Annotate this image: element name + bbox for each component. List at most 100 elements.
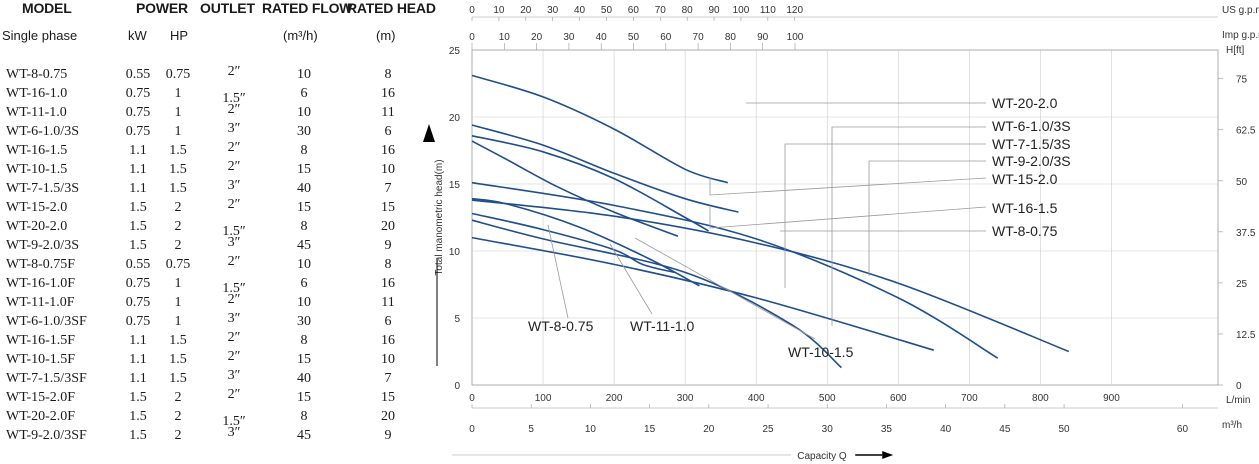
power-kw-cell: 0.75 — [125, 86, 151, 101]
x-tick-lmin: 700 — [961, 393, 978, 404]
x-unit-lmin: L/min — [1226, 395, 1250, 406]
x-tick-lmin: 800 — [1032, 393, 1049, 404]
m3h-tick: 15 — [644, 424, 656, 435]
model-cell: WT-11-1.0F — [6, 295, 75, 310]
curve-label-wt-16-1-5: WT-16-1.5 — [992, 200, 1058, 216]
y-tick: 5 — [454, 314, 460, 325]
rated-flow-cell: 8 — [300, 143, 308, 158]
leader-line — [784, 143, 986, 288]
power-kw-cell: 0.75 — [125, 124, 151, 139]
ft-tick: 62.5 — [1236, 126, 1256, 137]
curve-wt-9-2-0-3s — [471, 236, 935, 351]
outlet-cell: 1.5″ — [222, 224, 246, 239]
x-tick-lmin: 400 — [748, 393, 765, 404]
model-cell: WT-16-1.5F — [6, 333, 76, 348]
rated-flow-cell: 45 — [297, 428, 311, 443]
rated-flow-cell: 8 — [300, 333, 308, 348]
rated-head-cell: 16 — [381, 86, 395, 101]
rated-head-cell: 7 — [384, 181, 392, 196]
curve-label-wt-10-1-5: WT-10-1.5 — [788, 344, 854, 360]
model-cell: WT-15-2.0 — [6, 200, 68, 215]
power-hp-cell: 1.5 — [169, 333, 187, 348]
imp-gpm-tick: 100 — [787, 32, 804, 43]
model-cell: WT-16-1.5 — [6, 143, 68, 158]
outlet-cell: 2″ — [227, 292, 241, 307]
imp-gpm-tick: 60 — [660, 32, 672, 43]
head-unit: (m) — [376, 28, 396, 43]
rated-flow-cell: 15 — [297, 162, 311, 177]
power-hp-cell: 2 — [174, 238, 182, 253]
capacity-arrow-head — [882, 451, 894, 459]
outlet-cell: 2″ — [227, 330, 241, 345]
us-gpm-tick: 120 — [786, 5, 803, 16]
power-hp-cell: 1 — [174, 124, 182, 139]
power-kw-cell: 1.1 — [129, 333, 147, 348]
rated-flow-cell: 10 — [297, 295, 311, 310]
model-cell: WT-20-2.0F — [6, 409, 76, 424]
pump-performance-chart: 0 100 200 300 400 500 600 700 800 900 L/min0510152… — [423, 5, 1259, 462]
model-cell: WT-11-1.0 — [6, 105, 67, 120]
rated-flow-cell: 30 — [297, 314, 311, 329]
imp-gpm-tick: 30 — [563, 32, 575, 43]
outlet-cell: 2″ — [227, 140, 241, 155]
outlet-cell: 2″ — [227, 254, 241, 269]
leader-line — [634, 237, 816, 340]
curve-wt-20-2-0 — [471, 74, 729, 184]
outlet-cell: 2″ — [227, 102, 241, 117]
power-hp-cell: 1.5 — [169, 371, 187, 386]
curve-wt-7-1-5-3s — [471, 199, 1070, 353]
m3h-tick: 50 — [1059, 424, 1071, 435]
us-gpm-unit: US g.p.m. — [1222, 5, 1259, 16]
model-cell: WT-7-1.5/3S — [6, 181, 79, 196]
imp-gpm-unit: Imp g.p.m. — [1222, 30, 1259, 41]
ft-tick: 12.5 — [1236, 330, 1256, 341]
us-gpm-tick: 40 — [574, 5, 586, 16]
ft-tick: 50 — [1236, 177, 1248, 188]
x-tick-lmin: 100 — [535, 393, 552, 404]
rated-head-cell: 15 — [381, 200, 395, 215]
ft-tick: 75 — [1236, 75, 1248, 86]
outlet-cell: 1.5″ — [222, 414, 246, 429]
model-cell: WT-20-2.0 — [6, 219, 68, 234]
rated-head-cell: 8 — [384, 67, 392, 82]
imp-gpm-tick: 90 — [757, 32, 769, 43]
leader-line — [868, 160, 986, 276]
power-kw-cell: 1.5 — [129, 428, 147, 443]
model-cell: WT-16-1.0 — [6, 86, 68, 101]
rated-flow-cell: 30 — [297, 124, 311, 139]
m3h-tick: 10 — [585, 424, 597, 435]
x-tick-lmin: 500 — [819, 393, 836, 404]
power-kw-cell: 0.55 — [125, 257, 151, 272]
us-gpm-tick: 100 — [733, 5, 750, 16]
rated-flow-header: RATED FLOW — [262, 0, 353, 16]
curve-wt-16-1-5 — [471, 124, 739, 213]
leader-line — [547, 224, 569, 319]
power-kw-cell: 1.1 — [129, 181, 147, 196]
curve-label-wt-11-1-0: WT-11-1.0 — [630, 318, 695, 334]
us-gpm-tick: 90 — [708, 5, 720, 16]
ft-unit: H[ft] — [1226, 45, 1245, 56]
rated-flow-cell: 15 — [297, 390, 311, 405]
power-kw-cell: 0.75 — [125, 105, 151, 120]
y-tick: 0 — [454, 381, 460, 392]
outlet-cell: 3″ — [227, 235, 241, 250]
rated-flow-cell: 40 — [297, 371, 311, 386]
rated-flow-cell: 8 — [300, 409, 308, 424]
power-kw-cell: 1.5 — [129, 200, 147, 215]
imp-gpm-tick: 0 — [469, 32, 475, 43]
phase-label: Single phase — [2, 28, 78, 43]
plot-frame — [471, 49, 1219, 386]
rated-head-cell: 16 — [381, 143, 395, 158]
rated-flow-cell: 8 — [300, 219, 308, 234]
y-tick: 25 — [449, 46, 461, 57]
us-gpm-tick: 50 — [601, 5, 613, 16]
model-cell: WT-10-1.5F — [6, 352, 76, 367]
curve-label-wt-7-1-5-3s: WT-7-1.5/3S — [992, 136, 1071, 152]
model-cell: WT-16-1.0F — [6, 276, 76, 291]
power-hp-cell: 1 — [174, 295, 182, 310]
model-cell: WT-10-1.5 — [6, 162, 68, 177]
model-cell: WT-6-1.0/3SF — [6, 314, 87, 329]
power-kw-cell: 0.55 — [125, 67, 151, 82]
model-cell: WT-8-0.75 — [6, 67, 68, 82]
leader-line — [609, 243, 653, 315]
